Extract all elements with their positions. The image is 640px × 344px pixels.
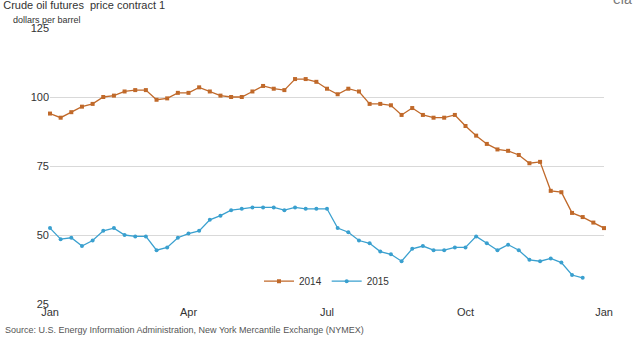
- svg-text:25: 25: [37, 298, 49, 310]
- svg-text:75: 75: [37, 160, 49, 172]
- svg-text:Jan: Jan: [595, 306, 613, 318]
- svg-text:125: 125: [31, 22, 49, 34]
- svg-text:Crude oil futures price contr: Crude oil futures price contract 1: [3, 0, 165, 11]
- svg-text:2015: 2015: [367, 276, 390, 287]
- svg-text:100: 100: [31, 91, 49, 103]
- svg-text:eia: eia: [613, 0, 632, 7]
- svg-text:50: 50: [37, 229, 49, 241]
- svg-text:dollars per barrel: dollars per barrel: [13, 15, 81, 25]
- svg-text:2014: 2014: [299, 276, 322, 287]
- svg-text:Jul: Jul: [320, 306, 334, 318]
- svg-text:Source: U.S. Energy Informatio: Source: U.S. Energy Information Administ…: [5, 325, 364, 335]
- svg-text:Oct: Oct: [457, 306, 474, 318]
- svg-text:Jan: Jan: [41, 306, 59, 318]
- svg-text:Apr: Apr: [180, 306, 197, 318]
